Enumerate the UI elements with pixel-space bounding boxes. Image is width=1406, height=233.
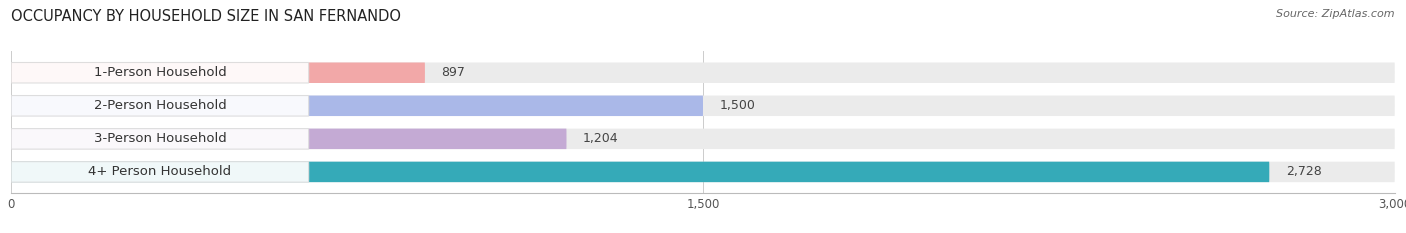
Text: 1,204: 1,204 <box>583 132 619 145</box>
FancyBboxPatch shape <box>11 129 309 149</box>
FancyBboxPatch shape <box>11 62 309 83</box>
Text: 897: 897 <box>441 66 465 79</box>
FancyBboxPatch shape <box>11 96 309 116</box>
FancyBboxPatch shape <box>11 129 567 149</box>
Text: 2-Person Household: 2-Person Household <box>94 99 226 112</box>
Text: 2,728: 2,728 <box>1286 165 1322 178</box>
FancyBboxPatch shape <box>11 162 309 182</box>
FancyBboxPatch shape <box>11 162 1395 182</box>
Text: 1-Person Household: 1-Person Household <box>94 66 226 79</box>
Text: OCCUPANCY BY HOUSEHOLD SIZE IN SAN FERNANDO: OCCUPANCY BY HOUSEHOLD SIZE IN SAN FERNA… <box>11 9 401 24</box>
FancyBboxPatch shape <box>11 62 1395 83</box>
Text: 1,500: 1,500 <box>720 99 755 112</box>
Text: Source: ZipAtlas.com: Source: ZipAtlas.com <box>1277 9 1395 19</box>
FancyBboxPatch shape <box>11 62 425 83</box>
FancyBboxPatch shape <box>11 96 703 116</box>
FancyBboxPatch shape <box>11 96 1395 116</box>
FancyBboxPatch shape <box>11 129 1395 149</box>
Text: 4+ Person Household: 4+ Person Household <box>89 165 232 178</box>
Text: 3-Person Household: 3-Person Household <box>94 132 226 145</box>
FancyBboxPatch shape <box>11 162 1270 182</box>
